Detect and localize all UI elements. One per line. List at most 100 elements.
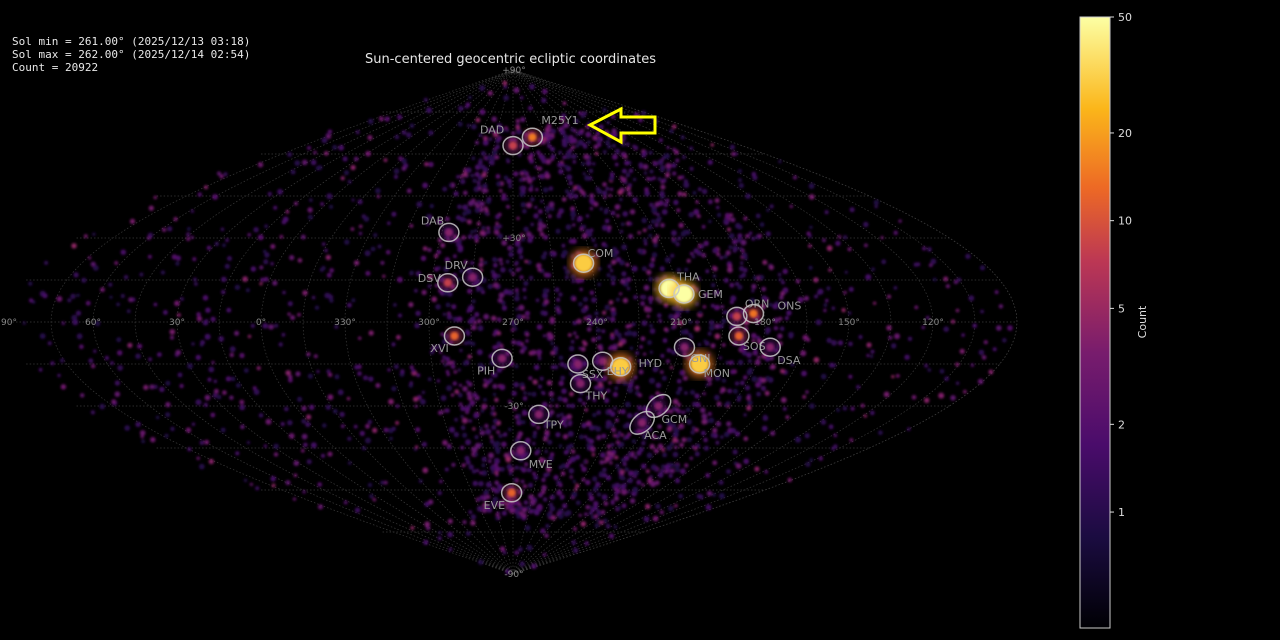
density-point bbox=[742, 350, 747, 356]
density-point bbox=[593, 501, 599, 507]
density-point bbox=[285, 209, 290, 214]
density-point bbox=[614, 490, 620, 495]
density-point bbox=[634, 385, 640, 390]
density-point bbox=[186, 237, 191, 241]
density-point bbox=[562, 503, 568, 509]
density-point bbox=[569, 475, 573, 479]
density-point bbox=[322, 423, 327, 428]
stats-readout: Sol min = 261.00° (2025/12/13 03:18) Sol … bbox=[12, 35, 250, 74]
density-point bbox=[556, 413, 561, 418]
density-point bbox=[492, 383, 498, 389]
density-point bbox=[708, 325, 715, 331]
density-point bbox=[306, 459, 312, 465]
density-point bbox=[353, 260, 360, 266]
density-point bbox=[617, 410, 621, 414]
density-point bbox=[573, 527, 577, 531]
density-point bbox=[563, 265, 567, 270]
density-point bbox=[409, 270, 415, 276]
density-point bbox=[534, 205, 538, 209]
density-point bbox=[833, 433, 838, 438]
density-point bbox=[222, 243, 226, 248]
density-point bbox=[462, 432, 468, 438]
shower-circle bbox=[609, 357, 632, 377]
density-point bbox=[428, 499, 434, 505]
density-point bbox=[460, 425, 466, 431]
density-point bbox=[525, 339, 529, 343]
density-point bbox=[529, 83, 535, 90]
shower-ons: ONS bbox=[742, 300, 801, 324]
density-point bbox=[648, 276, 654, 282]
density-point bbox=[485, 428, 492, 435]
density-point bbox=[625, 172, 631, 178]
shower-circle bbox=[502, 135, 524, 156]
density-point bbox=[610, 275, 616, 281]
density-point bbox=[459, 268, 464, 274]
density-point bbox=[485, 504, 489, 509]
density-point bbox=[456, 175, 460, 179]
density-point bbox=[635, 350, 640, 356]
density-point bbox=[39, 333, 46, 339]
shower-core bbox=[576, 379, 585, 388]
density-point bbox=[287, 312, 291, 316]
density-point bbox=[420, 398, 426, 405]
density-point bbox=[541, 97, 547, 104]
density-point bbox=[267, 191, 272, 197]
density-point bbox=[572, 320, 578, 326]
density-point bbox=[693, 248, 699, 254]
density-point bbox=[163, 310, 168, 315]
density-point bbox=[643, 516, 650, 522]
density-point bbox=[460, 405, 466, 412]
density-point bbox=[614, 204, 621, 210]
density-point bbox=[470, 520, 476, 526]
density-point bbox=[120, 249, 127, 255]
density-point bbox=[94, 320, 101, 327]
density-point bbox=[992, 347, 997, 352]
density-point bbox=[533, 475, 539, 480]
shower-label: DAD bbox=[480, 124, 504, 137]
density-point bbox=[808, 244, 812, 248]
density-point bbox=[563, 141, 568, 147]
density-point bbox=[288, 433, 295, 439]
density-point bbox=[552, 346, 559, 352]
density-point bbox=[584, 512, 588, 516]
shower-core bbox=[450, 332, 459, 340]
density-point bbox=[203, 402, 208, 407]
density-point bbox=[507, 289, 514, 296]
density-point bbox=[491, 424, 497, 430]
density-point bbox=[584, 175, 590, 181]
density-point bbox=[495, 512, 499, 517]
density-point bbox=[545, 205, 551, 211]
density-point bbox=[582, 142, 587, 147]
density-point bbox=[507, 503, 514, 510]
density-point bbox=[714, 374, 721, 381]
density-point bbox=[695, 320, 699, 324]
density-point bbox=[479, 426, 483, 430]
density-point bbox=[487, 283, 493, 290]
density-point bbox=[526, 544, 533, 551]
density-point bbox=[72, 319, 79, 326]
density-point bbox=[600, 509, 606, 515]
density-point bbox=[491, 149, 498, 155]
lon-tick-label: 330° bbox=[334, 318, 356, 328]
density-point bbox=[488, 452, 494, 459]
density-point bbox=[780, 291, 785, 296]
density-point bbox=[670, 442, 674, 446]
density-point bbox=[745, 234, 750, 239]
density-point bbox=[514, 550, 519, 555]
density-point bbox=[505, 197, 509, 201]
density-point bbox=[804, 433, 810, 439]
density-point bbox=[847, 247, 852, 252]
density-point bbox=[924, 397, 930, 403]
density-point bbox=[639, 363, 644, 368]
density-point bbox=[391, 426, 396, 431]
density-point bbox=[943, 276, 949, 282]
density-point bbox=[527, 178, 533, 184]
density-point bbox=[550, 341, 554, 346]
density-point bbox=[628, 183, 632, 188]
shower-circle bbox=[528, 404, 550, 425]
density-point bbox=[607, 264, 612, 269]
density-point bbox=[500, 267, 506, 273]
density-point bbox=[494, 226, 499, 231]
density-point bbox=[760, 385, 767, 391]
